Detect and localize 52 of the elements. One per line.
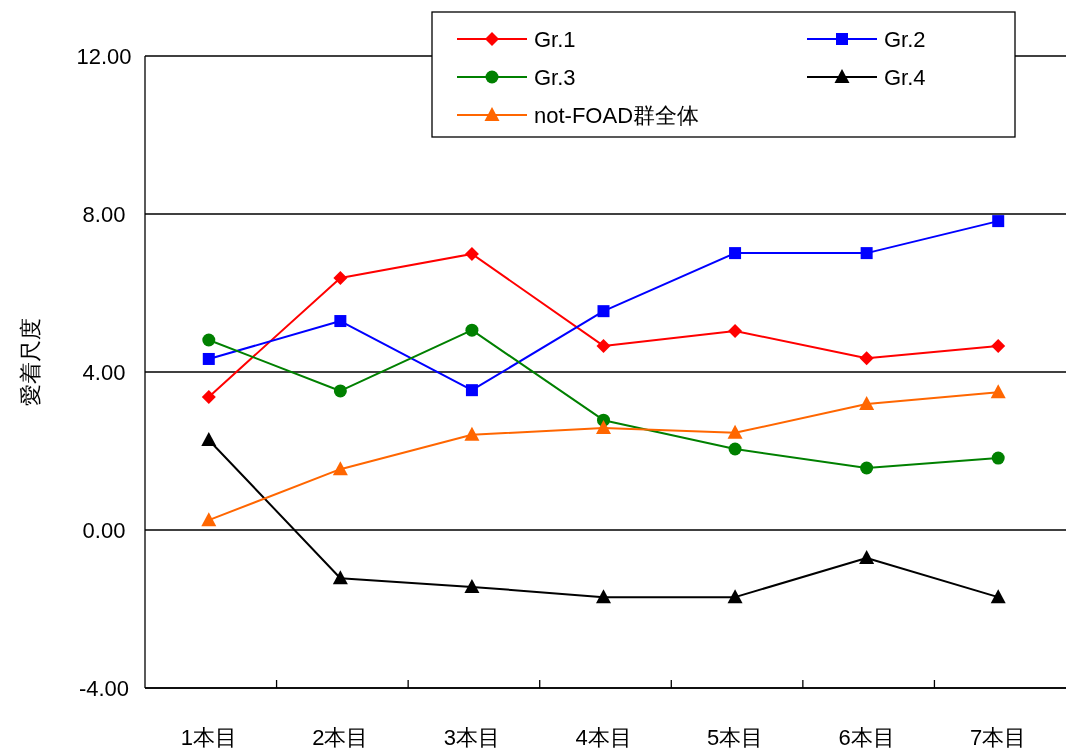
point bbox=[859, 351, 874, 366]
point bbox=[333, 270, 348, 285]
point bbox=[201, 512, 217, 527]
legend-label: not-FOAD群全体 bbox=[534, 103, 700, 128]
point bbox=[729, 247, 742, 260]
y-tick-label: 0.00 bbox=[82, 518, 126, 543]
y-tick-label: -4.00 bbox=[78, 676, 130, 701]
point bbox=[596, 589, 611, 604]
x-tick-label: 1本目 bbox=[180, 725, 237, 750]
point bbox=[992, 215, 1005, 228]
legend-label: Gr.1 bbox=[534, 27, 576, 52]
point bbox=[596, 338, 611, 353]
legend-label: Gr.4 bbox=[884, 65, 926, 90]
point bbox=[334, 315, 347, 328]
point bbox=[465, 323, 479, 337]
point bbox=[202, 333, 216, 347]
point bbox=[728, 323, 743, 338]
point bbox=[464, 426, 480, 441]
point bbox=[991, 451, 1005, 465]
point bbox=[859, 550, 875, 565]
x-tick-label: 7本目 bbox=[970, 725, 1027, 750]
legend-label: Gr.2 bbox=[884, 27, 926, 52]
point bbox=[860, 461, 874, 475]
legend-label: Gr.3 bbox=[534, 65, 576, 90]
x-tick-label: 2本目 bbox=[312, 725, 369, 750]
point bbox=[596, 420, 611, 435]
point bbox=[464, 246, 479, 261]
point bbox=[332, 461, 348, 476]
x-tick-label: 4本目 bbox=[575, 725, 632, 750]
point bbox=[990, 589, 1006, 604]
point bbox=[202, 352, 215, 365]
point bbox=[201, 389, 216, 404]
point bbox=[991, 338, 1006, 353]
point bbox=[990, 384, 1006, 399]
point bbox=[597, 305, 610, 318]
point bbox=[332, 570, 348, 585]
y-tick-label: 12.00 bbox=[76, 44, 132, 69]
point bbox=[333, 384, 347, 398]
y-tick-label: 8.00 bbox=[82, 202, 126, 227]
y-axis-title: 愛着尺度 bbox=[18, 318, 43, 406]
point bbox=[727, 424, 743, 439]
point bbox=[465, 384, 478, 397]
x-tick-label: 6本目 bbox=[838, 725, 895, 750]
x-tick-label: 5本目 bbox=[706, 725, 764, 750]
x-tick-label: 3本目 bbox=[443, 725, 501, 750]
point bbox=[727, 589, 743, 604]
point bbox=[201, 431, 217, 446]
point bbox=[464, 578, 480, 593]
point bbox=[859, 395, 875, 410]
y-tick-label: 4.00 bbox=[82, 360, 126, 385]
point bbox=[860, 247, 873, 260]
point bbox=[728, 442, 742, 456]
